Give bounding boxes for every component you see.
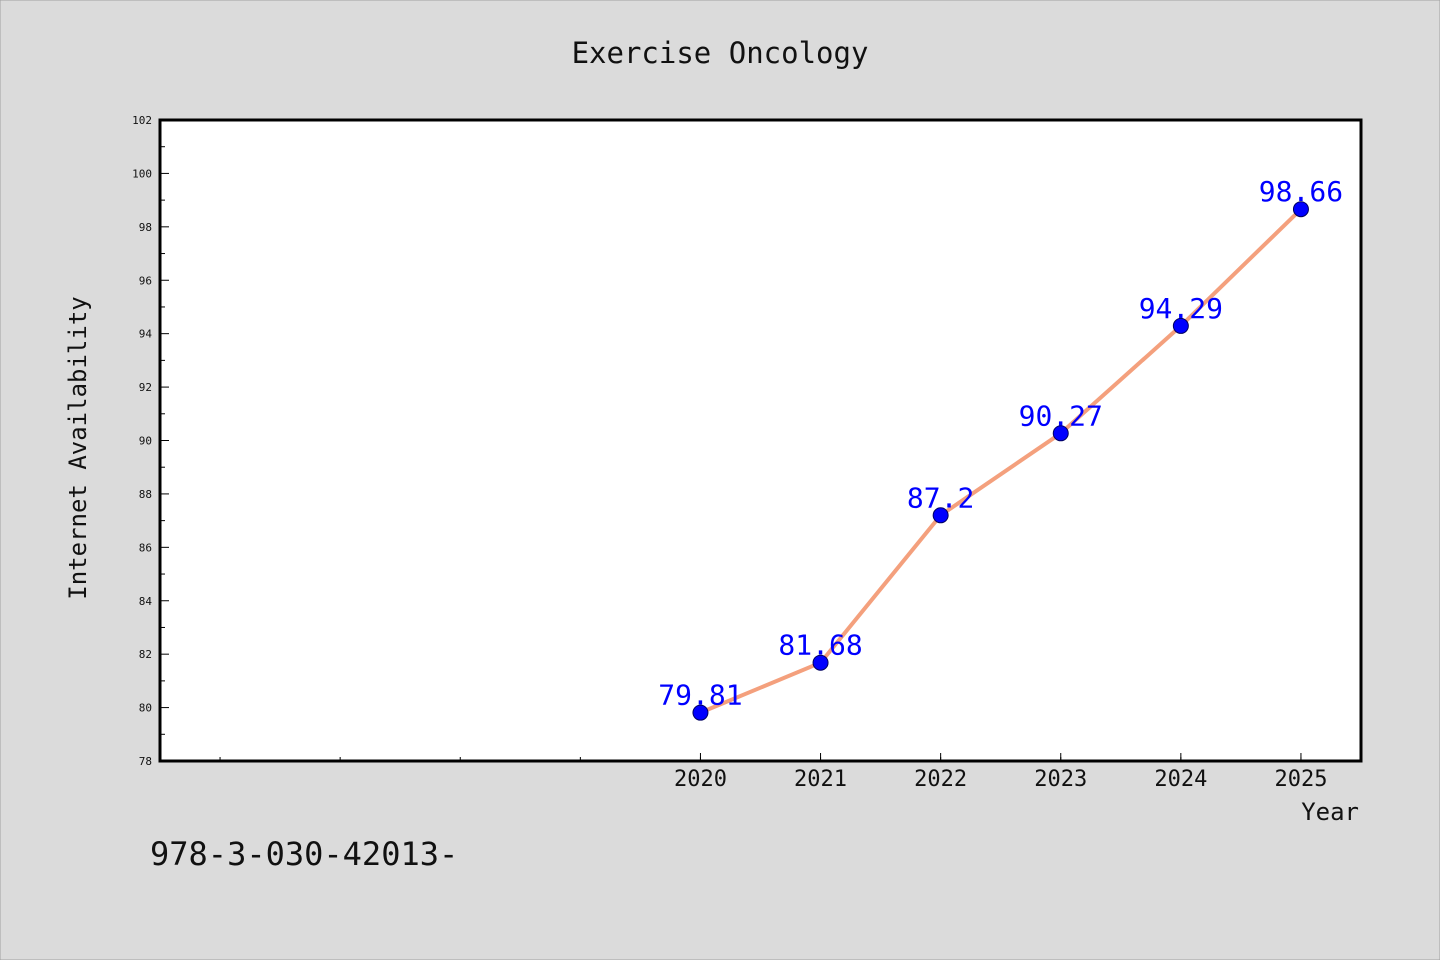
x-tick-label: 2025	[1274, 767, 1327, 792]
data-label: 90.27	[1019, 399, 1103, 432]
data-label: 79.81	[658, 679, 742, 712]
y-tick-label: 96	[139, 274, 152, 287]
y-tick-label: 98	[139, 221, 152, 234]
data-point	[1172, 317, 1189, 334]
y-tick-label: 88	[139, 488, 152, 501]
data-point	[1292, 201, 1309, 218]
x-tick-label: 2021	[794, 767, 847, 792]
data-label: 94.29	[1139, 292, 1223, 325]
data-label: 87.2	[907, 481, 974, 514]
y-tick-label: 84	[139, 595, 153, 608]
y-tick-label: 90	[139, 435, 152, 448]
y-tick-label: 100	[132, 167, 152, 180]
y-axis-label: Internet Availability	[64, 296, 92, 599]
y-tick-label: 94	[139, 328, 153, 341]
y-axis: 78 80 82 84 86 88 90 92 94 96 98 100 102	[132, 114, 169, 768]
series-line	[699, 207, 1303, 715]
data-point	[1052, 425, 1069, 442]
plot-area	[158, 118, 1363, 763]
data-point	[692, 704, 709, 721]
data-label: 81.68	[778, 629, 862, 662]
data-labels: 79.81 81.68 87.2 90.27 94.29 98.66	[658, 175, 1343, 711]
y-tick-label: 82	[139, 648, 152, 661]
x-axis: 2020 2021 2022 2023 2024 2025	[219, 753, 1327, 792]
footer-text: 978-3-030-42013-	[150, 835, 458, 873]
x-tick-label: 2020	[674, 767, 727, 792]
y-tick-label: 86	[139, 541, 152, 554]
x-axis-label: Year	[1301, 798, 1359, 826]
y-tick-label: 102	[132, 114, 152, 127]
x-tick-label: 2024	[1154, 767, 1207, 792]
y-tick-label: 80	[139, 702, 152, 715]
data-markers	[692, 201, 1309, 721]
y-tick-label: 78	[139, 755, 152, 768]
data-point	[812, 654, 829, 671]
data-point	[932, 507, 949, 524]
y-tick-label: 92	[139, 381, 152, 394]
x-tick-label: 2022	[914, 767, 967, 792]
data-label: 98.66	[1259, 175, 1343, 208]
chart-title: Exercise Oncology	[572, 36, 869, 70]
x-tick-label: 2023	[1034, 767, 1087, 792]
